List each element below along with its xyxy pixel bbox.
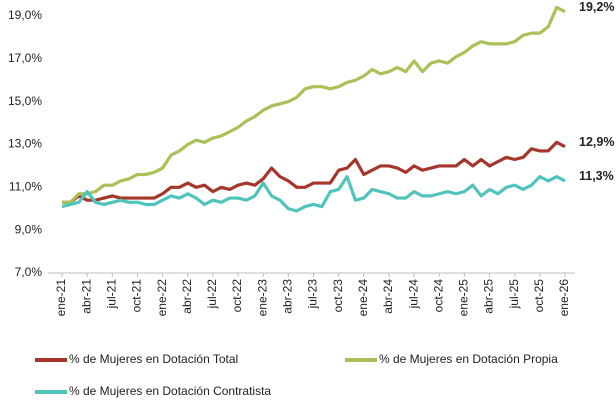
x-tick-label: ene-21 <box>54 279 68 317</box>
x-tick-label: jul-23 <box>306 279 320 310</box>
legend-item: % de Mujeres en Dotación Propia <box>345 352 558 366</box>
y-tick-label: 9,0% <box>15 222 43 236</box>
y-tick-label: 7,0% <box>15 265 43 279</box>
x-tick-label: ene-24 <box>356 279 370 317</box>
x-tick-label: oct-23 <box>331 279 345 313</box>
y-tick-label: 15,0% <box>8 94 42 108</box>
x-tick-label: abr-22 <box>180 279 194 314</box>
value-label: 19,2% <box>579 0 614 14</box>
x-tick-label: ene-22 <box>155 279 169 317</box>
x-tick-label: jul-25 <box>507 279 521 310</box>
x-tick-label: abr-24 <box>381 279 395 314</box>
legend-item: % de Mujeres en Dotación Total <box>35 352 238 366</box>
series-line <box>62 140 566 204</box>
x-tick-label: jul-21 <box>104 279 118 310</box>
y-tick-label: 11,0% <box>9 180 42 194</box>
x-tick-label: oct-21 <box>130 279 144 313</box>
legend-item: % de Mujeres en Dotación Contratista <box>35 384 271 398</box>
y-tick-label: 13,0% <box>8 137 42 151</box>
legend-label: % de Mujeres en Dotación Total <box>69 352 238 366</box>
x-tick-label: abr-21 <box>79 279 93 314</box>
x-tick-label: jul-22 <box>205 279 219 310</box>
x-tick-label: ene-25 <box>457 279 471 317</box>
x-tick-label: ene-26 <box>557 279 571 317</box>
x-tick-label: abr-25 <box>482 279 496 314</box>
x-tick-label: oct-25 <box>532 279 546 313</box>
value-label: 11,3% <box>579 169 614 183</box>
y-tick-label: 17,0% <box>8 51 42 65</box>
x-tick-label: ene-23 <box>255 279 269 317</box>
legend-label: % de Mujeres en Dotación Contratista <box>69 384 271 398</box>
x-tick-label: jul-24 <box>406 279 420 310</box>
x-tick-label: abr-23 <box>281 279 295 314</box>
y-tick-label: 19,0% <box>8 8 42 22</box>
value-label: 12,9% <box>579 135 614 149</box>
legend-label: % de Mujeres en Dotación Propia <box>379 352 558 366</box>
series-line <box>62 5 566 204</box>
x-tick-label: oct-22 <box>230 279 244 313</box>
x-tick-label: oct-24 <box>431 279 445 313</box>
series-line <box>61 175 566 213</box>
